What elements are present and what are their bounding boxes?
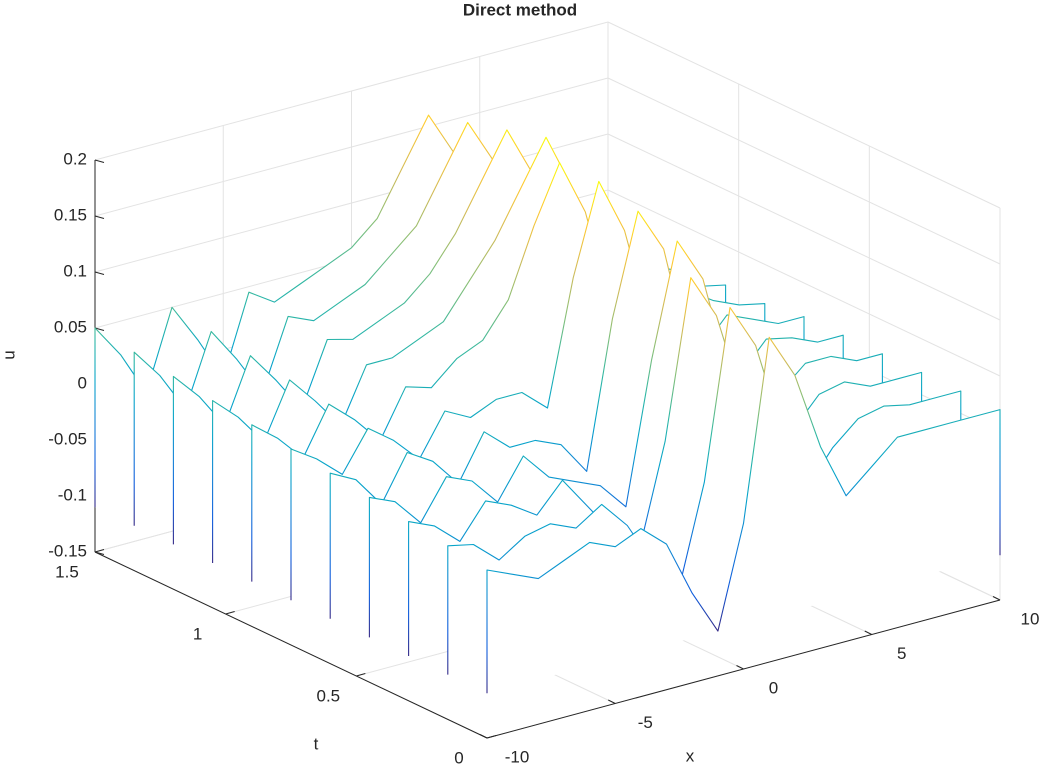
grid-line — [607, 77, 1001, 265]
tick-mark — [356, 673, 366, 677]
z-tick-label: 0.2 — [63, 149, 87, 168]
x-tick-label: 0 — [769, 678, 778, 697]
curves — [94, 114, 1001, 694]
tick-mark — [94, 159, 105, 163]
grid-line — [607, 189, 1001, 377]
x-tick-label: -5 — [638, 713, 653, 732]
grid-line — [607, 21, 1001, 209]
tick-mark — [94, 549, 105, 553]
tick-mark — [486, 735, 497, 739]
z-tick-label: 0 — [78, 373, 87, 392]
curve — [447, 306, 962, 675]
curve — [368, 240, 883, 638]
t-tick-label: 1.5 — [55, 562, 79, 581]
curve-face — [487, 337, 1000, 694]
z-tick-label: 0.15 — [54, 205, 87, 224]
tick-mark — [479, 734, 488, 739]
x-axis-label: x — [686, 746, 695, 765]
tick-mark — [864, 630, 872, 635]
grid-line — [94, 77, 609, 217]
z-tick-label: -0.1 — [58, 485, 87, 504]
tick-mark — [94, 271, 105, 275]
curve — [486, 336, 1001, 694]
t-axis-line — [94, 551, 488, 739]
t-tick-label: 0.5 — [317, 686, 341, 705]
tick-mark — [736, 665, 744, 670]
grid-line — [607, 133, 1001, 321]
tick-mark — [94, 215, 105, 219]
z-tick-label: -0.15 — [48, 541, 87, 560]
z-tick-label: 0.05 — [54, 317, 87, 336]
z-tick-label: -0.05 — [48, 429, 87, 448]
tick-mark — [608, 699, 616, 704]
t-axis-label: t — [314, 734, 319, 753]
t-tick-label: 0 — [454, 748, 463, 767]
grid-line — [94, 21, 609, 161]
tick-mark — [225, 611, 235, 615]
x-tick-label: 10 — [1021, 609, 1040, 628]
tick-mark — [992, 596, 1001, 601]
tick-mark — [94, 327, 105, 331]
t-tick-label: 1 — [193, 624, 202, 643]
axes: -0.15 -0.1 -0.05 0 0.05 0.1 0.15 0.2 0 0.5 1 1.5 -10… — [48, 149, 1039, 767]
x-tick-label: 5 — [897, 644, 906, 663]
labels: Direct method x t u — [0, 0, 695, 765]
curve — [408, 277, 923, 656]
curve — [329, 210, 844, 619]
z-tick-label: 0.1 — [63, 261, 87, 280]
x-tick-label: -10 — [505, 747, 530, 766]
u-axis-label: u — [0, 350, 18, 359]
chart-title: Direct method — [463, 0, 577, 19]
tick-mark — [94, 551, 105, 555]
